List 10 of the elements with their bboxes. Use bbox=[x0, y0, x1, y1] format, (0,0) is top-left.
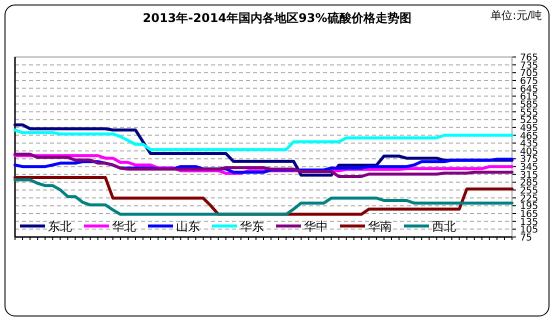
legend-label: 东北 bbox=[48, 220, 72, 234]
legend-label: 山东 bbox=[176, 220, 200, 234]
chart-title: 2013年-2014年国内各地区93%硫酸价格走势图 bbox=[142, 11, 412, 25]
y-tick-label: 75 bbox=[520, 232, 532, 244]
legend-label: 华南 bbox=[368, 220, 392, 234]
legend-label: 华北 bbox=[112, 220, 136, 234]
legend-label: 华东 bbox=[240, 220, 264, 234]
legend-label: 华中 bbox=[304, 220, 328, 234]
legend-label: 西北 bbox=[432, 220, 456, 234]
text: 单位:元/吨 bbox=[490, 9, 542, 22]
